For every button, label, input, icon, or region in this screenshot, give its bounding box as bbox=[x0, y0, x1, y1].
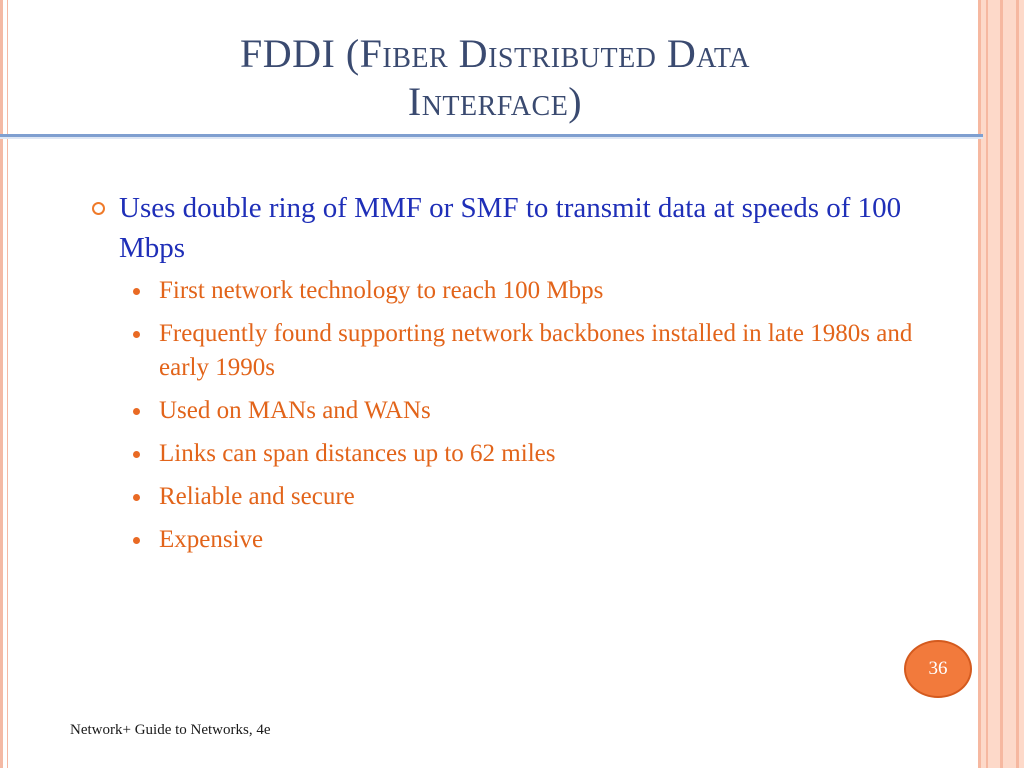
dot-bullet-icon bbox=[133, 288, 140, 295]
right-stripe bbox=[986, 0, 988, 768]
slide-content: Uses double ring of MMF or SMF to transm… bbox=[88, 188, 968, 566]
slide-title-line-1: FDDI (Fiber Distributed Data bbox=[240, 31, 750, 76]
right-stripe bbox=[978, 0, 981, 768]
sub-bullet-text: Expensive bbox=[159, 526, 264, 553]
sub-bullet-text: Frequently found supporting network back… bbox=[159, 320, 913, 381]
right-stripe bbox=[1016, 0, 1019, 768]
left-border-line-thin bbox=[7, 0, 8, 768]
footer-text: Network+ Guide to Networks, 4e bbox=[70, 722, 271, 738]
sub-bullet-text: Used on MANs and WANs bbox=[159, 397, 431, 424]
sub-bullet: First network technology to reach 100 Mb… bbox=[88, 274, 968, 308]
main-bullet: Uses double ring of MMF or SMF to transm… bbox=[88, 188, 968, 268]
dot-bullet-icon bbox=[133, 331, 140, 338]
slide-title-line-2: Interface) bbox=[407, 79, 583, 124]
sub-bullet-text: First network technology to reach 100 Mb… bbox=[159, 277, 604, 304]
main-bullet-text: Uses double ring of MMF or SMF to transm… bbox=[119, 192, 902, 264]
sub-bullet: Expensive bbox=[88, 523, 968, 557]
sub-bullet-text: Reliable and secure bbox=[159, 483, 355, 510]
dot-bullet-icon bbox=[133, 451, 140, 458]
sub-bullet: Frequently found supporting network back… bbox=[88, 317, 968, 385]
sub-bullet: Links can span distances up to 62 miles bbox=[88, 437, 968, 471]
title-divider bbox=[0, 134, 983, 137]
slide-title: FDDI (Fiber Distributed Data Interface) bbox=[60, 30, 930, 126]
sub-bullet-list: First network technology to reach 100 Mb… bbox=[88, 274, 968, 557]
dot-bullet-icon bbox=[133, 408, 140, 415]
ring-bullet-icon bbox=[92, 202, 105, 215]
sub-bullet: Reliable and secure bbox=[88, 480, 968, 514]
left-border-line bbox=[0, 0, 3, 768]
sub-bullet-text: Links can span distances up to 62 miles bbox=[159, 440, 556, 467]
dot-bullet-icon bbox=[133, 494, 140, 501]
page-number-badge: 36 bbox=[904, 640, 972, 698]
sub-bullet: Used on MANs and WANs bbox=[88, 394, 968, 428]
right-stripe bbox=[1000, 0, 1003, 768]
title-divider-shadow bbox=[0, 137, 983, 139]
dot-bullet-icon bbox=[133, 537, 140, 544]
